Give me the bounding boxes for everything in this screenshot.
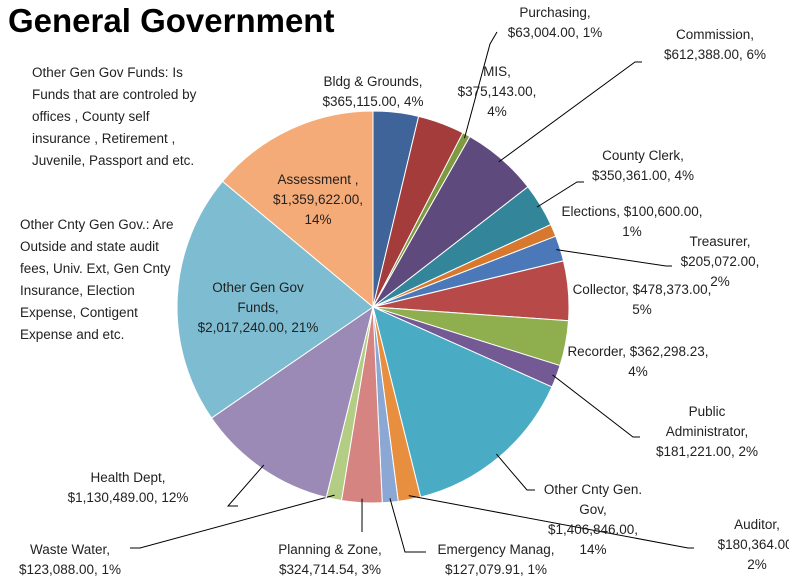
value-label: $365,115.00, 4% — [322, 94, 424, 109]
leader-line — [226, 464, 265, 507]
value-label: $123,088.00, 1% — [18, 562, 122, 577]
category-label: Health Dept, — [90, 470, 166, 485]
category-label: Recorder, — [567, 344, 626, 359]
category-label: Waste Water, — [29, 542, 111, 557]
leader-line — [536, 181, 584, 208]
slice-label: Assessment , $1,359,622.00, 14% — [258, 170, 378, 230]
category-label: Bldg & Grounds, — [323, 74, 423, 89]
value-label: $1,130,489.00, 12% — [67, 490, 189, 505]
slice-label: Recorder, $362,298.23, 4% — [563, 342, 713, 382]
value-label: $324,714.54, 3% — [278, 562, 382, 577]
slice-label: Commission, $612,388.00, 6% — [640, 25, 789, 65]
value-label: $181,221.00, 2% — [655, 444, 759, 459]
value-label: $362,298.23, 4% — [628, 344, 709, 379]
category-label: Purchasing, — [519, 5, 591, 20]
value-label: $350,361.00, 4% — [591, 168, 695, 183]
slice-label: Purchasing, $63,004.00, 1% — [485, 3, 625, 43]
value-label: $1,406,846.00, 14% — [547, 522, 639, 557]
leader-line — [464, 31, 498, 139]
leader-line — [496, 453, 535, 491]
value-label: $100,600.00, 1% — [622, 204, 703, 239]
slice-label: Bldg & Grounds, $365,115.00, 4% — [308, 72, 438, 112]
slice-label: County Clerk, $350,361.00, 4% — [568, 146, 718, 186]
leader-line — [552, 374, 640, 438]
value-label: $1,359,622.00, 14% — [272, 192, 364, 227]
value-label: $2,017,240.00, 21% — [197, 320, 319, 335]
slice-label: Collector, $478,373.00, 5% — [567, 280, 717, 320]
slice-label: Elections, $100,600.00, 1% — [557, 202, 707, 242]
pie-slice — [221, 110, 374, 309]
category-label: County Clerk, — [602, 148, 684, 163]
category-label: Elections, — [561, 204, 620, 219]
slice-label: Other Gen Gov Funds, $2,017,240.00, 21% — [193, 278, 323, 338]
leader-line — [408, 495, 694, 549]
value-label: $127,079.91, 1% — [444, 562, 548, 577]
slice-label: Waste Water, $123,088.00, 1% — [0, 540, 143, 580]
category-label: Public Administrator, — [665, 404, 749, 439]
category-label: Assessment , — [277, 172, 359, 187]
slice-label: MIS, $375,143.00, 4% — [457, 62, 537, 122]
slice-label: Treasurer, $205,072.00, 2% — [679, 232, 761, 292]
slice-label: Health Dept, $1,130,489.00, 12% — [63, 468, 193, 508]
category-label: Other Cnty Gen. Gov, — [543, 482, 643, 517]
annotation: Other Cnty Gen Gov.: Are Outside and sta… — [20, 217, 174, 342]
category-label: Planning & Zone, — [278, 542, 382, 557]
category-label: Treasurer, — [689, 234, 751, 249]
pie-slice — [176, 180, 374, 419]
annotation: Other Gen Gov Funds: Is Funds that are c… — [32, 65, 197, 168]
leader-line — [556, 249, 672, 267]
category-label: Other Gen Gov Funds, — [212, 280, 304, 315]
value-label: $375,143.00, 4% — [457, 84, 537, 119]
value-label: $612,388.00, 6% — [663, 47, 767, 62]
category-label: Auditor, — [734, 517, 780, 532]
value-label: $63,004.00, 1% — [507, 25, 603, 40]
value-label: $478,373.00, 5% — [632, 282, 712, 317]
chart-title: General Government — [8, 2, 335, 39]
slice-label: Public Administrator, $181,221.00, 2% — [651, 402, 763, 462]
slice-label: Emergency Manag, $127,079.91, 1% — [421, 540, 571, 580]
slice-label: Auditor, $180,364.00, 2% — [716, 515, 789, 575]
slice-label: Planning & Zone, $324,714.54, 3% — [255, 540, 405, 580]
category-label: MIS, — [483, 64, 511, 79]
category-label: Commission, — [675, 27, 754, 42]
leader-line — [498, 61, 642, 163]
value-label: $205,072.00, 2% — [680, 254, 760, 289]
leader-line — [389, 498, 426, 553]
slice-label: Other Cnty Gen. Gov, $1,406,846.00, 14% — [538, 480, 648, 560]
leader-line — [130, 494, 335, 549]
category-label: Collector, — [572, 282, 629, 297]
category-label: Emergency Manag, — [437, 542, 555, 557]
value-label: $180,364.00, 2% — [717, 537, 789, 572]
